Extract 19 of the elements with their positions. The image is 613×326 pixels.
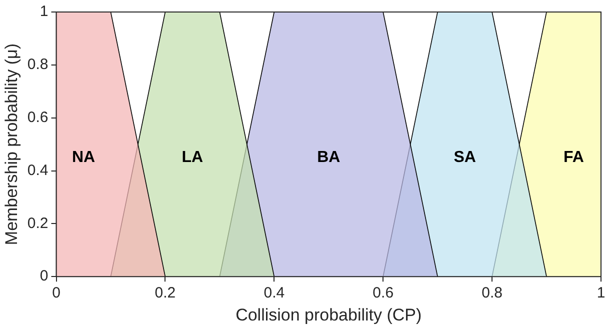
series-label: LA: [182, 148, 204, 166]
series-label: FA: [564, 148, 584, 166]
y-tick-label: 0.6: [27, 108, 48, 126]
x-tick-label: 1: [596, 284, 606, 302]
x-tick-label: 0.8: [482, 284, 502, 302]
x-tick-label: 0.2: [154, 284, 176, 302]
y-tick-label: 1: [40, 3, 48, 20]
series-label: SA: [454, 148, 476, 166]
series-label: NA: [72, 148, 96, 166]
y-axis-title: Membership probability (μ): [2, 44, 21, 246]
y-tick-label: 0.4: [27, 162, 48, 179]
y-tick-label: 0.2: [27, 214, 48, 232]
y-tick-label: 0.8: [27, 56, 48, 74]
x-axis-title: Collision probability (CP): [236, 305, 422, 324]
series-label: BA: [317, 148, 341, 166]
y-tick-label: 0: [40, 268, 48, 285]
x-tick-label: 0: [52, 284, 60, 302]
x-tick-label: 0.4: [264, 284, 285, 302]
x-tick-label: 0.6: [372, 284, 394, 302]
